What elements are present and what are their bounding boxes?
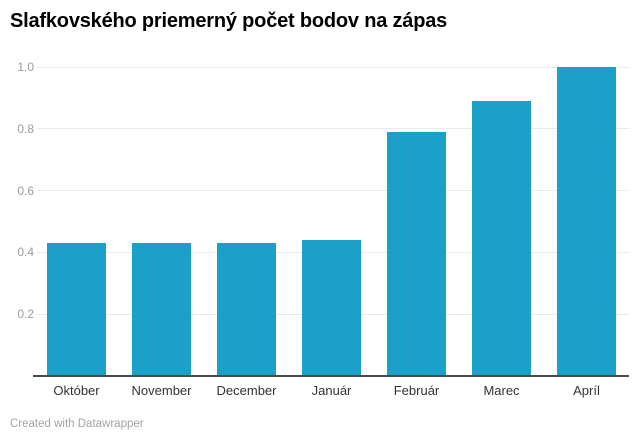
attribution-text: Created with Datawrapper xyxy=(10,418,144,430)
x-axis-tick-label: Január xyxy=(311,383,352,398)
y-axis-tick-label: 0.4 xyxy=(17,245,34,260)
bar xyxy=(47,243,106,376)
bar xyxy=(472,101,531,376)
x-axis-line xyxy=(33,375,629,377)
y-axis-tick-label: 0.6 xyxy=(17,183,34,198)
gridline xyxy=(37,190,629,192)
x-axis-tick-label: Apríl xyxy=(573,383,600,398)
bar xyxy=(387,132,446,376)
bar xyxy=(132,243,191,376)
y-axis-tick-label: 0.2 xyxy=(17,307,34,322)
chart-title: Slafkovského priemerný počet bodov na zá… xyxy=(10,10,448,32)
y-axis-tick-label: 1.0 xyxy=(17,60,34,74)
gridline xyxy=(37,128,629,130)
gridline xyxy=(37,66,629,68)
bar xyxy=(217,243,276,376)
bar xyxy=(302,240,361,376)
x-axis-tick-label: November xyxy=(131,383,192,398)
x-axis-tick-label: Október xyxy=(53,383,100,398)
y-axis-tick-label: 0.8 xyxy=(17,121,34,136)
x-axis-tick-label: December xyxy=(216,383,277,398)
x-axis-tick-label: Február xyxy=(393,383,440,398)
bar xyxy=(557,67,616,376)
x-axis-tick-label: Marec xyxy=(483,383,520,398)
